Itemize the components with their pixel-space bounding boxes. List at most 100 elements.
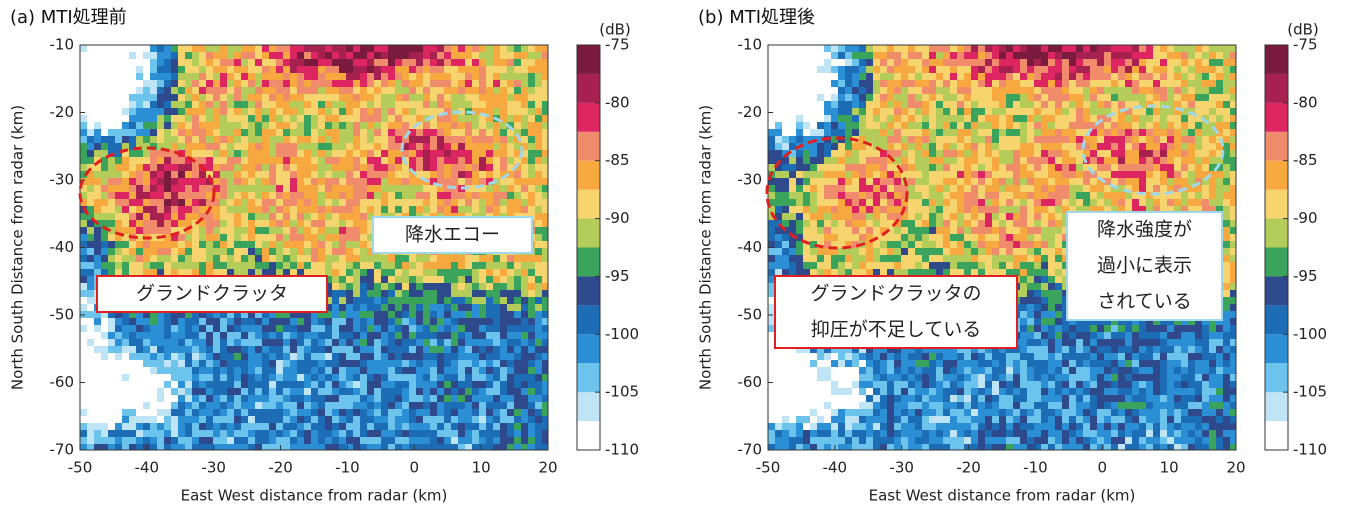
radar-cell: [143, 45, 150, 52]
radar-cell: [101, 318, 108, 325]
radar-cell: [465, 353, 472, 360]
radar-cell: [451, 381, 458, 388]
radar-cell: [206, 332, 213, 339]
radar-cell: [521, 73, 528, 80]
radar-cell: [283, 150, 290, 157]
radar-cell: [1153, 122, 1160, 129]
radar-cell: [472, 360, 479, 367]
radar-cell: [269, 388, 276, 395]
radar-cell: [346, 290, 353, 297]
radar-cell: [1216, 73, 1223, 80]
radar-cell: [521, 409, 528, 416]
radar-cell: [283, 430, 290, 437]
radar-cell: [1027, 52, 1034, 59]
radar-cell: [227, 108, 234, 115]
radar-cell: [929, 73, 936, 80]
radar-cell: [402, 73, 409, 80]
radar-cell: [108, 80, 115, 87]
radar-cell: [423, 108, 430, 115]
radar-cell: [514, 437, 521, 444]
radar-cell: [164, 94, 171, 101]
radar-cell: [1160, 59, 1167, 66]
radar-cell: [964, 136, 971, 143]
radar-cell: [143, 227, 150, 234]
radar-cell: [150, 395, 157, 402]
radar-cell: [824, 129, 831, 136]
radar-cell: [262, 381, 269, 388]
radar-cell: [782, 52, 789, 59]
radar-cell: [311, 192, 318, 199]
radar-cell: [115, 241, 122, 248]
radar-cell: [528, 444, 535, 450]
radar-cell: [514, 276, 521, 283]
radar-cell: [178, 269, 185, 276]
radar-cell: [873, 122, 880, 129]
radar-cell: [248, 374, 255, 381]
radar-cell: [297, 409, 304, 416]
radar-cell: [507, 353, 514, 360]
radar-cell: [1062, 101, 1069, 108]
radar-cell: [136, 164, 143, 171]
radar-cell: [528, 297, 535, 304]
radar-cell: [1139, 115, 1146, 122]
radar-cell: [360, 381, 367, 388]
radar-cell: [185, 164, 192, 171]
radar-cell: [108, 262, 115, 269]
radar-cell: [1118, 52, 1125, 59]
radar-cell: [248, 213, 255, 220]
radar-cell: [171, 206, 178, 213]
radar-cell: [416, 101, 423, 108]
radar-cell: [94, 129, 101, 136]
radar-cell: [220, 59, 227, 66]
radar-cell: [423, 339, 430, 346]
radar-cell: [381, 346, 388, 353]
radar-cell: [1188, 136, 1195, 143]
radar-cell: [199, 248, 206, 255]
radar-cell: [269, 101, 276, 108]
radar-cell: [297, 213, 304, 220]
radar-cell: [255, 444, 262, 450]
radar-cell: [1041, 108, 1048, 115]
radar-cell: [185, 94, 192, 101]
radar-cell: [768, 129, 775, 136]
radar-cell: [262, 157, 269, 164]
radar-cell: [1216, 59, 1223, 66]
radar-cell: [458, 374, 465, 381]
radar-cell: [444, 416, 451, 423]
radar-cell: [486, 206, 493, 213]
radar-cell: [444, 157, 451, 164]
radar-cell: [465, 332, 472, 339]
radar-cell: [325, 353, 332, 360]
radar-cell: [192, 143, 199, 150]
radar-cell: [437, 276, 444, 283]
radar-cell: [810, 101, 817, 108]
radar-cell: [1020, 101, 1027, 108]
radar-cell: [367, 164, 374, 171]
radar-cell: [521, 136, 528, 143]
radar-cell: [311, 381, 318, 388]
radar-cell: [150, 339, 157, 346]
radar-cell: [143, 332, 150, 339]
radar-cell: [1041, 59, 1048, 66]
radar-cell: [311, 164, 318, 171]
radar-cell: [87, 66, 94, 73]
radar-cell: [451, 332, 458, 339]
radar-cell: [922, 108, 929, 115]
radar-cell: [122, 122, 129, 129]
radar-cell: [325, 73, 332, 80]
radar-cell: [297, 115, 304, 122]
radar-cell: [528, 206, 535, 213]
radar-cell: [143, 115, 150, 122]
radar-cell: [353, 66, 360, 73]
radar-cell: [430, 108, 437, 115]
radar-cell: [241, 332, 248, 339]
radar-cell: [318, 157, 325, 164]
radar-cell: [831, 108, 838, 115]
radar-cell: [402, 374, 409, 381]
radar-cell: [465, 318, 472, 325]
radar-cell: [803, 87, 810, 94]
radar-cell: [311, 255, 318, 262]
radar-cell: [388, 157, 395, 164]
radar-cell: [1132, 45, 1139, 52]
radar-cell: [409, 332, 416, 339]
